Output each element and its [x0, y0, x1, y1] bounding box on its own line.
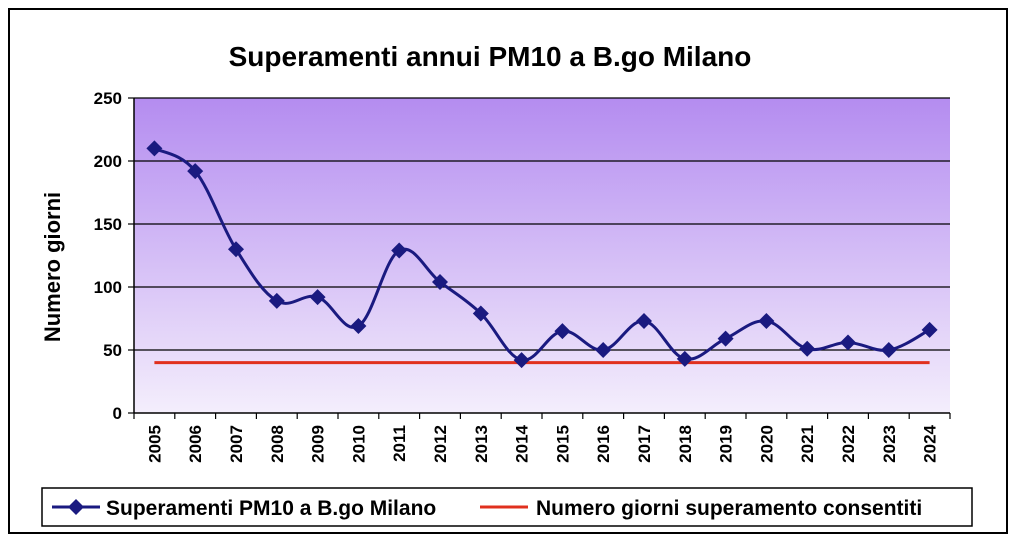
x-tick-2007: 2007 [227, 425, 246, 463]
data-point-2006 [187, 163, 204, 180]
legend-label-series-1: Superamenti PM10 a B.go Milano [106, 497, 436, 520]
y-tick-0: 0 [113, 404, 122, 423]
data-point-2024 [921, 321, 938, 338]
data-point-2015 [554, 323, 571, 340]
data-point-2011 [391, 242, 408, 259]
x-tick-2015: 2015 [553, 425, 572, 463]
x-tick-2018: 2018 [676, 425, 695, 463]
y-tick-50: 50 [103, 341, 122, 360]
chart-frame: Superamenti annui PM10 a B.go Milano Num… [8, 8, 1008, 534]
data-point-2010 [350, 318, 367, 335]
x-tick-2020: 2020 [757, 425, 776, 463]
legend-label-series-2: Numero giorni superamento consentiti [536, 497, 922, 520]
legend-marker-series-1 [68, 499, 84, 515]
x-tick-2011: 2011 [390, 425, 409, 462]
plot-area [134, 98, 950, 413]
data-point-2016 [595, 342, 612, 358]
line-chart: Superamenti annui PM10 a B.go Milano Num… [40, 41, 973, 527]
data-point-2005 [146, 140, 163, 157]
x-tick-2005: 2005 [145, 425, 164, 463]
data-point-2008 [268, 292, 285, 309]
x-tick-2019: 2019 [717, 425, 736, 463]
data-point-2014 [513, 352, 530, 369]
x-tick-2013: 2013 [472, 425, 491, 463]
data-point-2009 [309, 289, 326, 306]
x-tick-2021: 2021 [798, 425, 817, 463]
y-tick-250: 250 [94, 89, 122, 108]
series-markers [146, 140, 938, 369]
data-point-2017 [636, 313, 652, 330]
x-tick-2010: 2010 [349, 425, 368, 463]
x-tick-2023: 2023 [880, 425, 899, 463]
data-point-2012 [432, 273, 448, 290]
y-tick-200: 200 [94, 152, 122, 171]
chart-title: Superamenti annui PM10 a B.go Milano [229, 41, 752, 72]
data-point-2007 [228, 241, 244, 258]
y-axis-label: Numero giorni [40, 192, 65, 342]
data-point-2020 [758, 313, 775, 330]
x-tick-2017: 2017 [635, 425, 654, 463]
x-tick-2008: 2008 [268, 425, 287, 463]
data-point-2019 [717, 330, 734, 347]
legend: Superamenti PM10 a B.go Milano Numero gi… [41, 487, 973, 527]
y-tick-100: 100 [94, 278, 122, 297]
x-tick-2009: 2009 [309, 425, 328, 463]
data-point-2023 [880, 342, 897, 358]
x-tick-2016: 2016 [594, 425, 613, 463]
data-point-2021 [799, 340, 816, 357]
x-tick-2006: 2006 [186, 425, 205, 463]
x-tick-labels: 2005 2006 2007 2008 2009 2010 2011 2012 2013 2014… [145, 424, 939, 462]
axes [128, 97, 951, 419]
data-point-2022 [840, 334, 856, 351]
y-tick-labels: 0 50 100 150 200 250 [94, 89, 122, 423]
y-tick-150: 150 [94, 215, 122, 234]
x-tick-2022: 2022 [839, 425, 858, 463]
x-tick-2014: 2014 [513, 424, 532, 462]
data-point-2018 [676, 350, 693, 367]
x-tick-2012: 2012 [431, 425, 450, 463]
data-point-2013 [472, 305, 489, 322]
x-tick-2024: 2024 [921, 424, 940, 462]
